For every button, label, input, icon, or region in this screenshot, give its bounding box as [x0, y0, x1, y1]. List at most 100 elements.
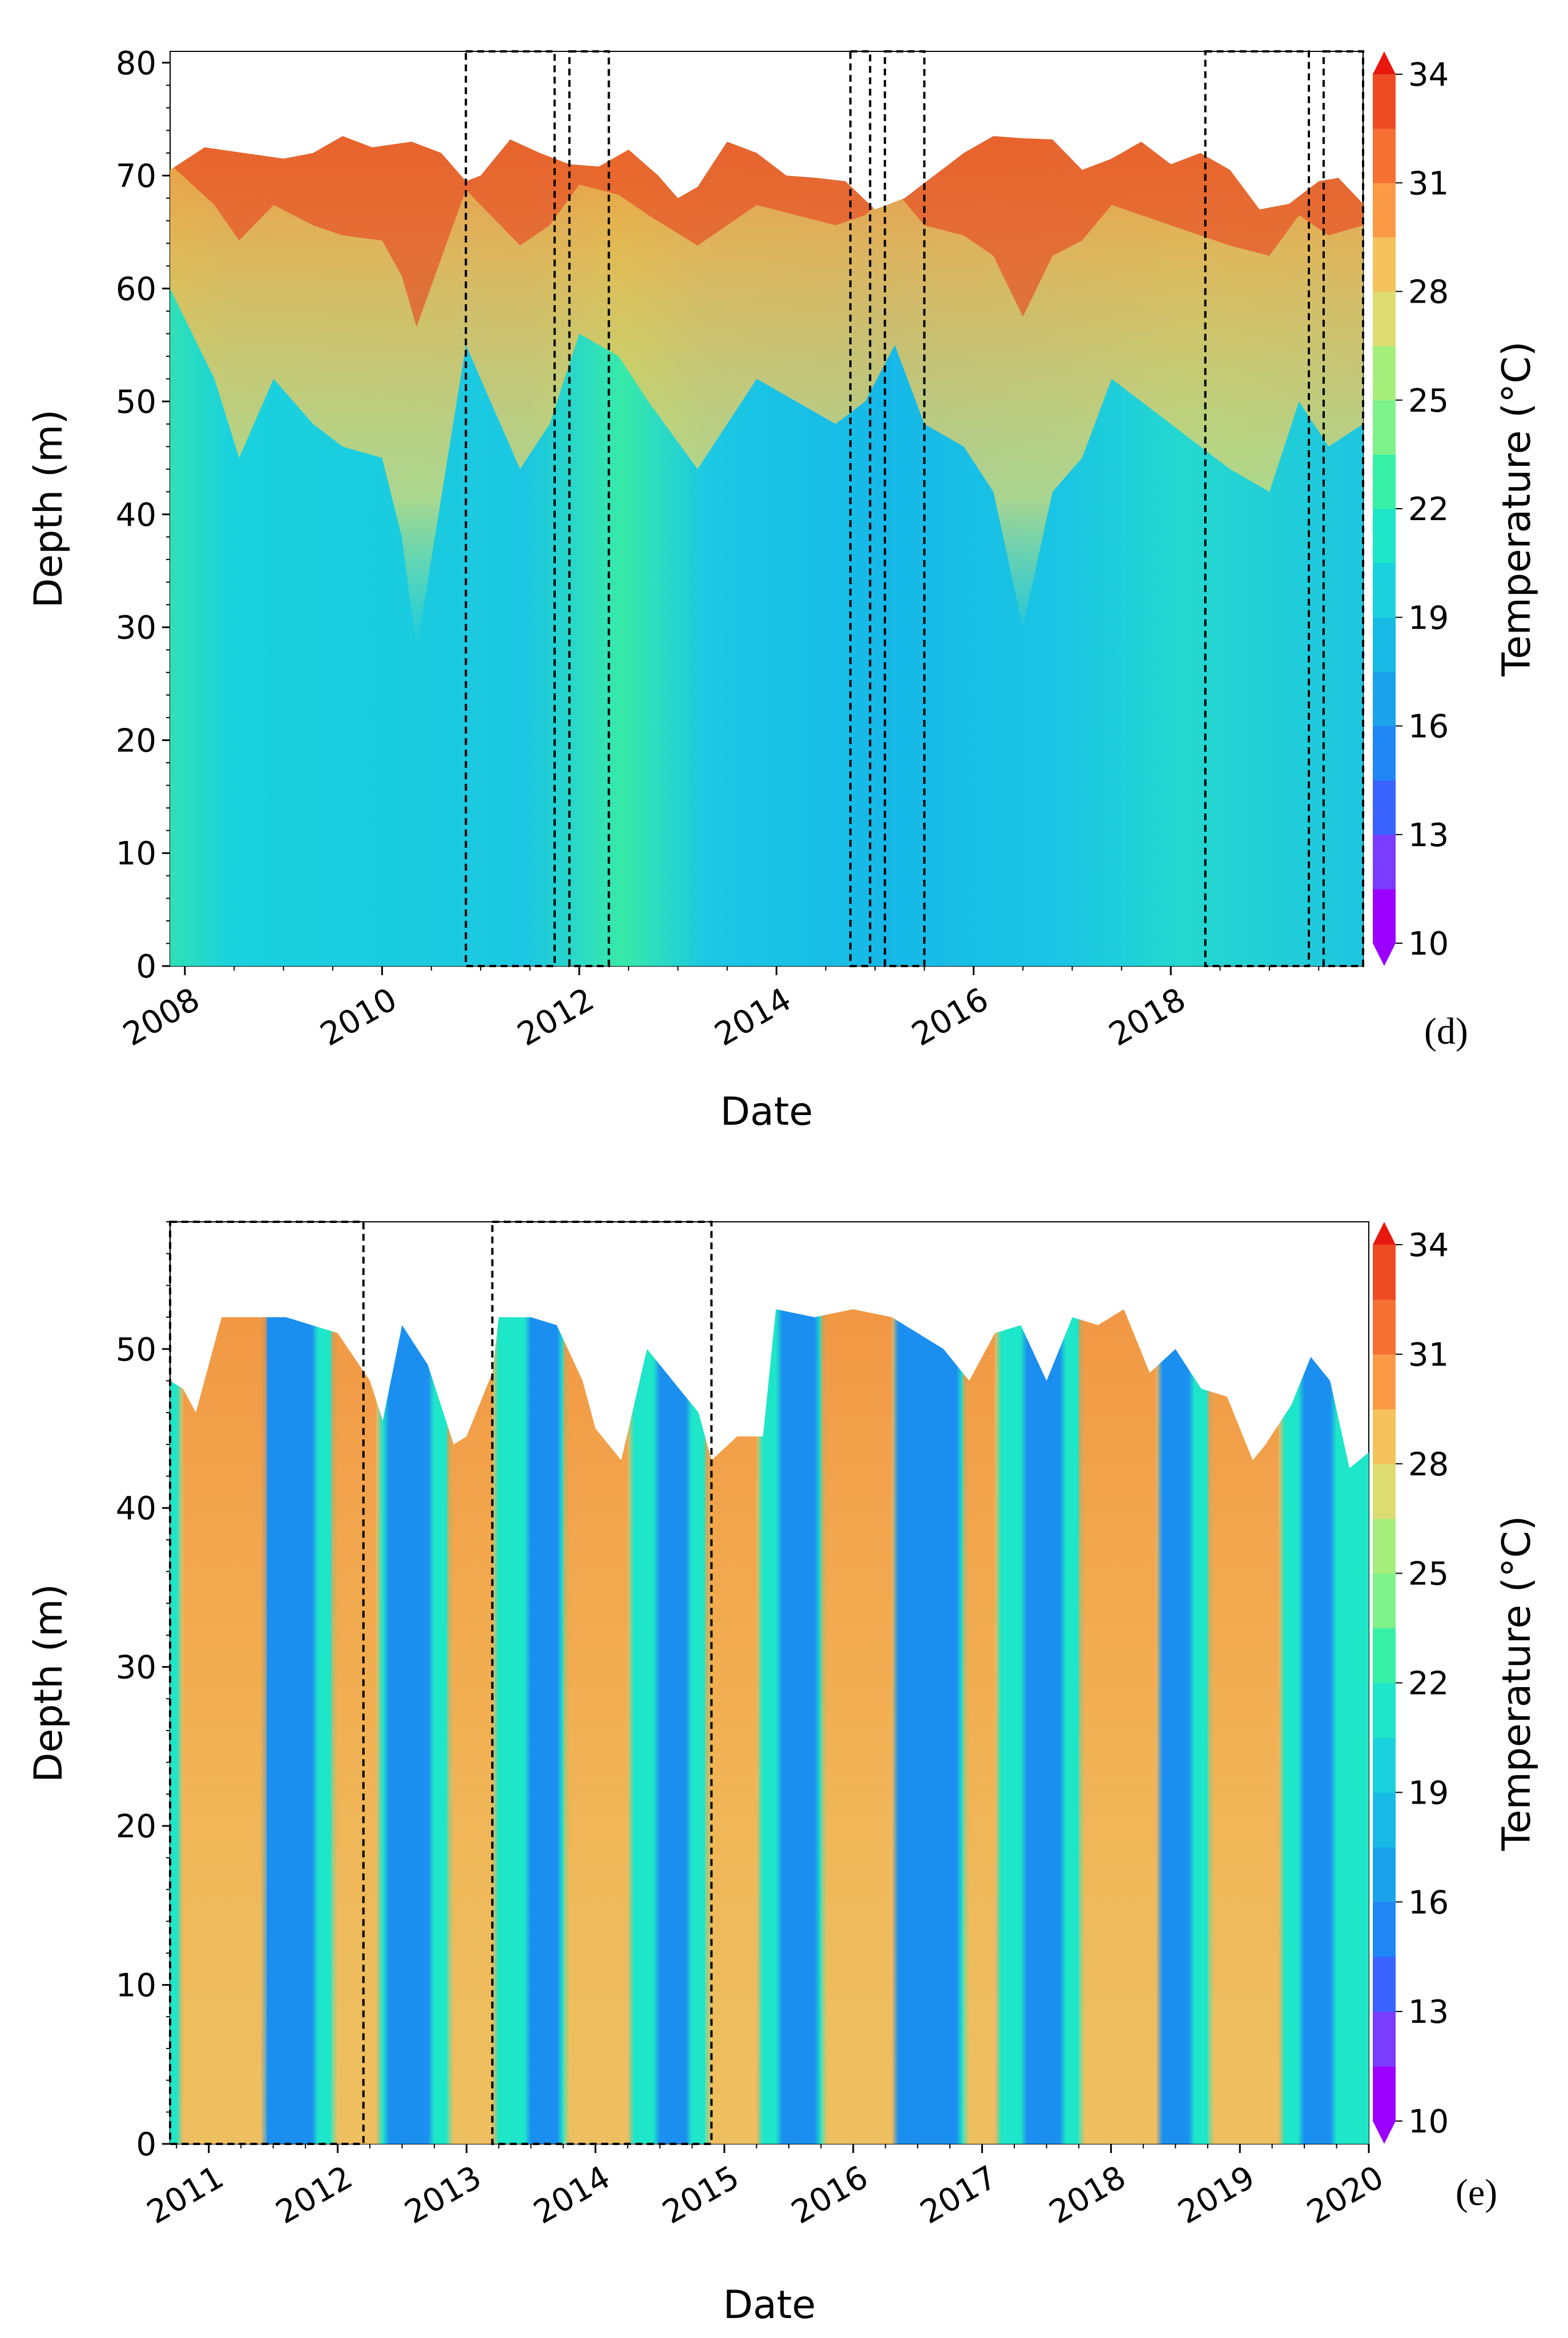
y-tick-label: 70 [116, 158, 156, 195]
colorbar-tick-label: 22 [1408, 491, 1449, 528]
hot-core-d [170, 136, 1363, 327]
warm-stripe [447, 1309, 493, 2144]
x-tick-label: 2019 [1172, 2159, 1261, 2232]
highlight-box [884, 50, 926, 967]
colorbar-segment [1373, 454, 1396, 509]
x-tick-label: 2014 [527, 2159, 616, 2232]
colorbar-segment [1373, 563, 1396, 618]
colorbar-tick-label: 16 [1408, 709, 1449, 746]
y-tick-label: 10 [116, 835, 156, 872]
ylabel-e: Depth (m) [26, 1584, 71, 1782]
colorbar-tick-label: 19 [1408, 1774, 1449, 1812]
x-tick-label: 2008 [117, 981, 206, 1054]
x-tick-label: 2018 [1103, 981, 1192, 1054]
colorbar-segment [1373, 74, 1396, 129]
colorbar-tick-label: 28 [1408, 274, 1449, 311]
colorbar-segment [1373, 2066, 1396, 2122]
warm-stripe [331, 1309, 377, 2144]
ylabel-d: Depth (m) [26, 409, 71, 608]
x-tick-label: 2020 [1301, 2159, 1390, 2232]
colorbar-tick-label: 34 [1408, 57, 1449, 94]
colorbar-segment [1373, 509, 1396, 564]
y-tick-label: 60 [116, 271, 156, 308]
colorbar-tick-label: 16 [1408, 1884, 1449, 1921]
colorbar-extend-max [1373, 51, 1396, 74]
colorbar-tick-label: 13 [1408, 817, 1449, 854]
colorbar-segment [1373, 888, 1396, 944]
highlight-box [1204, 50, 1311, 967]
highlight-box [169, 1221, 365, 2145]
y-tick-label: 20 [116, 722, 156, 759]
colorbar-tick-label: 25 [1408, 1556, 1449, 1593]
colorbar-tick-label: 19 [1408, 599, 1449, 637]
x-tick-label: 2012 [270, 2159, 359, 2232]
colorbar-e: 10 13 16 19 22 25 28 31 34 [1373, 1222, 1449, 2144]
colorbar-tick-label: 31 [1408, 165, 1449, 202]
x-tick-label: 2015 [656, 2159, 745, 2232]
panel-d: 0 10 20 30 40 50 60 70 80 2008 2010 2012 2014 2016 201… [26, 45, 1539, 1134]
warm-stripe [563, 1309, 628, 2144]
colorbar-segment [1373, 2011, 1396, 2067]
colorbar-extend-min [1373, 2121, 1396, 2144]
x-tick-label: 2016 [906, 981, 995, 1054]
colorbar-segment [1373, 1409, 1396, 1464]
heatmap-d [170, 136, 1363, 966]
highlight-box [491, 1221, 713, 2145]
colorbar-tick-label: 25 [1408, 383, 1449, 420]
warm-stripes-e [183, 1309, 1279, 2144]
y-tick-label: 30 [116, 1649, 156, 1687]
colorbar-segment [1373, 183, 1396, 238]
colorbar-segment [1373, 726, 1396, 781]
x-tick-label: 2013 [398, 2159, 487, 2232]
xlabel-d: Date [720, 1089, 813, 1134]
colorbar-tick-label: 10 [1408, 925, 1449, 963]
y-tick-label: 30 [116, 610, 156, 647]
panel-e: 0 10 20 30 40 50 2011 2012 2013 2014 2015 2016 2017 2… [26, 1221, 1539, 2328]
colorbar-segment [1373, 1628, 1396, 1683]
colorbar-segment [1373, 671, 1396, 726]
colorbar-segment [1373, 1737, 1396, 1793]
colorbar-tick-label: 28 [1408, 1446, 1449, 1483]
colorbar-label-d: Temperature (°C) [1494, 341, 1539, 677]
y-tick-label: 40 [116, 1490, 156, 1527]
colorbar-segment [1373, 1792, 1396, 1848]
warm-stripe [962, 1309, 995, 2144]
colorbar-segment [1373, 1354, 1396, 1410]
y-tick-label: 50 [116, 384, 156, 421]
colorbar-segment [1373, 345, 1396, 401]
y-tick-label: 20 [116, 1808, 156, 1845]
warm-stripe [1078, 1309, 1156, 2144]
colorbar-label-e: Temperature (°C) [1494, 1516, 1539, 1852]
colorbar-segment [1373, 1683, 1396, 1738]
panel-label-e: (e) [1456, 2172, 1497, 2214]
highlight-boxes-d [465, 50, 1365, 967]
x-tick-label: 2010 [314, 981, 403, 1054]
colorbar-d: 10 13 16 19 22 25 28 31 34 [1373, 51, 1449, 966]
colorbar-segment [1373, 1245, 1396, 1300]
warm-stripe [1207, 1309, 1279, 2144]
colorbar-extend-min [1373, 943, 1396, 966]
colorbar-segment [1373, 291, 1396, 347]
colorbar-segment [1373, 1847, 1396, 1902]
colorbar-segment [1373, 1902, 1396, 1957]
highlight-box [568, 50, 610, 967]
colorbar-tick-label: 31 [1408, 1337, 1449, 1374]
colorbar-tick-label: 10 [1408, 2103, 1449, 2140]
colorbar-segment [1373, 237, 1396, 292]
y-tick-label: 80 [116, 45, 156, 82]
colorbar-segment [1373, 1573, 1396, 1629]
highlight-box [1322, 50, 1365, 967]
colorbar-tick-label: 13 [1408, 1994, 1449, 2031]
y-tick-label: 50 [116, 1331, 156, 1369]
colorbar-segment [1373, 128, 1396, 183]
x-tick-label: 2011 [141, 2159, 230, 2232]
y-tick-label: 0 [136, 948, 156, 985]
x-tick-label: 2018 [1043, 2159, 1132, 2232]
x-tick-label: 2012 [511, 981, 600, 1054]
colorbar-extend-max [1373, 1222, 1396, 1245]
heatmap-e [170, 1309, 1369, 2144]
colorbar-segment [1373, 617, 1396, 672]
panel-label-d: (d) [1424, 1011, 1468, 1052]
x-tick-label: 2014 [708, 981, 797, 1054]
